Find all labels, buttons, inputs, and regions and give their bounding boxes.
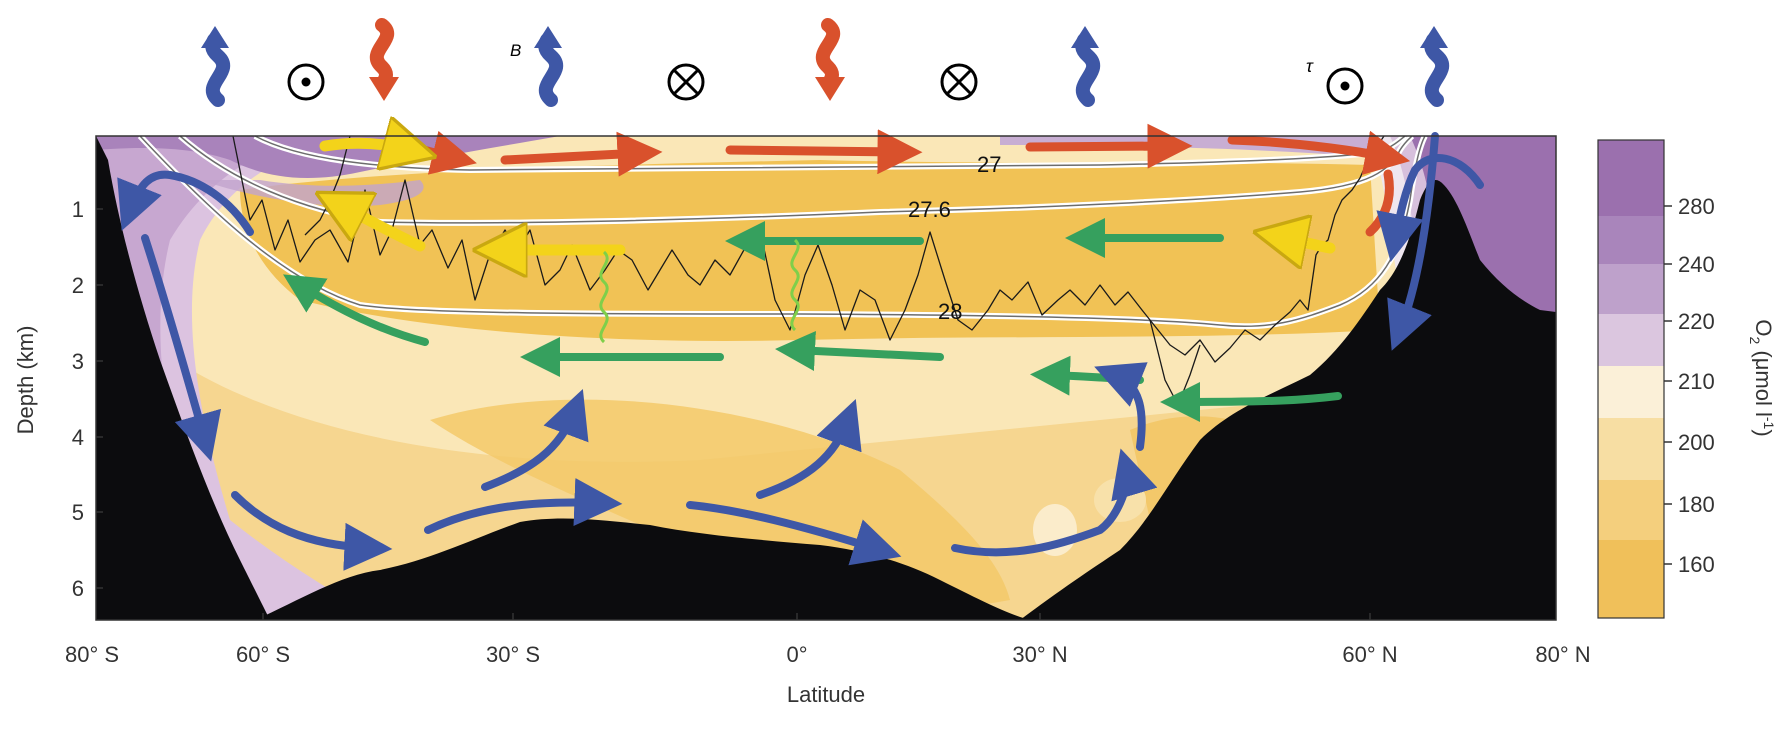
red-arrow-icon bbox=[1030, 146, 1170, 147]
x-axis-title: Latitude bbox=[787, 682, 865, 707]
downwelling-arrow-icon bbox=[369, 25, 399, 101]
y-tick-label: 3 bbox=[72, 349, 84, 374]
y-tick-label: 4 bbox=[72, 425, 84, 450]
colorbar-tick-label: 220 bbox=[1678, 309, 1715, 334]
x-tick-label: 30° S bbox=[486, 642, 540, 667]
x-tick-label: 80° N bbox=[1535, 642, 1590, 667]
wind-stress-label: τ bbox=[1306, 56, 1314, 76]
upwelling-arrow-icon bbox=[1420, 26, 1448, 100]
red-arrow-icon bbox=[730, 150, 900, 152]
y-tick-label: 6 bbox=[72, 576, 84, 601]
x-axis: 80° S 60° S 30° S 0° 30° N 60° N 80° N bbox=[65, 613, 1591, 667]
x-tick-label: 60° S bbox=[236, 642, 290, 667]
downwelling-arrow-icon bbox=[815, 25, 845, 101]
y-axis-title: Depth (km) bbox=[13, 326, 38, 435]
x-tick-label: 0° bbox=[786, 642, 807, 667]
oxygen-colorbar: 280 240 220 210 200 180 160 O2 (μmol l-1… bbox=[1598, 140, 1777, 618]
y-tick-label: 5 bbox=[72, 500, 84, 525]
colorbar-title: O2 (μmol l-1) bbox=[1747, 319, 1777, 436]
colorbar-tick-label: 280 bbox=[1678, 194, 1715, 219]
upwelling-arrow-icon bbox=[201, 26, 229, 100]
colorbar-tick-label: 200 bbox=[1678, 430, 1715, 455]
y-tick-label: 2 bbox=[72, 273, 84, 298]
forcing-symbols-row: B τ bbox=[201, 25, 1448, 103]
x-tick-label: 30° N bbox=[1012, 642, 1067, 667]
y-tick-label: 1 bbox=[72, 197, 84, 222]
colorbar-tick-label: 160 bbox=[1678, 552, 1715, 577]
x-tick-label: 60° N bbox=[1342, 642, 1397, 667]
x-tick-label: 80° S bbox=[65, 642, 119, 667]
colorbar-tick-label: 240 bbox=[1678, 252, 1715, 277]
isopycnal-label-27-6: 27.6 bbox=[908, 197, 951, 222]
isopycnal-label-27: 27 bbox=[977, 152, 1001, 177]
circle-cross-icon bbox=[669, 65, 703, 99]
isopycnal-label-28: 28 bbox=[938, 299, 962, 324]
circle-dot-icon bbox=[289, 65, 323, 99]
circle-dot-icon bbox=[1328, 69, 1362, 103]
upwelling-arrow-icon bbox=[1071, 26, 1099, 100]
upwelling-arrow-icon bbox=[534, 26, 562, 100]
buoyancy-label: B bbox=[510, 41, 521, 60]
colorbar-tick-label: 180 bbox=[1678, 492, 1715, 517]
circle-cross-icon bbox=[942, 65, 976, 99]
colorbar-tick-label: 210 bbox=[1678, 369, 1715, 394]
